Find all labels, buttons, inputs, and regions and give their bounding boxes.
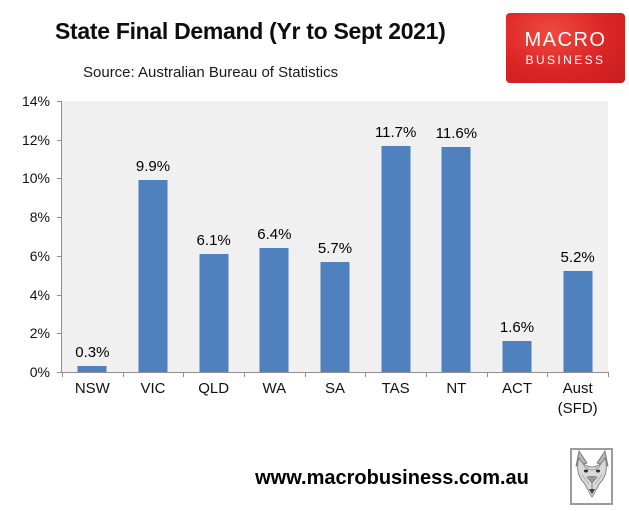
bar-value-label: 5.2% (560, 249, 595, 267)
y-axis-tick (57, 178, 62, 180)
y-axis-labels: 0% 2% 4% 6% 8% 10% 12% 14% (0, 93, 56, 380)
y-axis-tick (57, 294, 62, 296)
y-tick-label: 4% (29, 286, 50, 303)
y-tick-label: 6% (29, 247, 50, 264)
y-axis-tick (57, 333, 62, 335)
bar-tas (381, 145, 411, 372)
bar-qld (199, 253, 229, 372)
x-axis-tick (183, 372, 185, 377)
source-note: Source: Australian Bureau of Statistics (83, 64, 339, 81)
bar-value-label: 1.6% (499, 319, 535, 337)
wolf-logo-box (570, 448, 613, 505)
x-tick-label: Aust (SFD) (557, 380, 598, 417)
bar-value-label: 5.7% (317, 239, 353, 257)
wolf-head-icon (574, 449, 609, 503)
macrobusiness-logo: MACRO BUSINESS (506, 13, 625, 83)
bar-aust-sfd- (563, 271, 593, 372)
logo-text-macro: MACRO (524, 28, 607, 51)
x-tick-label: VIC (140, 380, 166, 397)
x-tick-label: NSW (74, 380, 110, 397)
x-axis-tick (486, 372, 488, 377)
x-axis-tick (547, 372, 549, 377)
x-axis-tick (608, 372, 609, 377)
bar-value-label: 11.6% (435, 125, 478, 143)
bar-value-label: 11.7% (374, 123, 417, 141)
bar-sa (320, 261, 350, 372)
y-axis-tick (57, 101, 62, 102)
x-tick-label: ACT (502, 380, 532, 397)
y-axis-tick (57, 255, 62, 257)
bar-value-label: 0.3% (75, 344, 110, 362)
y-tick-label: 14% (21, 93, 50, 109)
x-tick-label: WA (262, 380, 287, 397)
bar-vic (138, 180, 168, 372)
y-axis-tick (57, 217, 62, 219)
x-axis-tick (365, 372, 367, 377)
x-tick-label: QLD (198, 380, 230, 397)
bar-nsw (77, 366, 107, 372)
bar-nt (441, 147, 471, 372)
x-tick-label: NT (446, 380, 467, 397)
y-tick-label: 8% (29, 209, 50, 226)
x-axis-tick (426, 372, 427, 377)
x-axis-tick (304, 372, 306, 377)
y-tick-label: 12% (21, 131, 50, 148)
bar-value-label: 9.9% (135, 158, 171, 176)
x-tick-label: TAS (381, 380, 410, 397)
x-tick-label: SA (324, 380, 345, 397)
x-axis-line (57, 372, 608, 373)
y-tick-label: 0% (29, 364, 50, 380)
bar-value-label: 6.4% (257, 226, 292, 244)
y-tick-label: 2% (29, 325, 50, 342)
x-axis-tick (244, 372, 245, 377)
plot-area: 0.3% 9.9% 6.1% 6.4% 5.7% 11.7% 11.6% 1.6% 5.2% (57, 101, 609, 377)
bar-wa (259, 248, 289, 372)
x-axis-labels: NSW VIC QLD WA SA TAS NT ACT Aust (SFD) (62, 379, 608, 423)
x-axis-tick (122, 372, 124, 377)
x-axis-tick (62, 372, 63, 377)
logo-text-business: BUSINESS (525, 52, 606, 67)
y-tick-label: 10% (21, 170, 50, 187)
page-title: State Final Demand (Yr to Sept 2021) (55, 18, 446, 44)
y-axis-tick (57, 139, 62, 141)
website-text: www.macrobusiness.com.au (255, 467, 529, 489)
bar-act (502, 341, 532, 372)
y-axis-line (61, 101, 62, 373)
bar-value-label: 6.1% (196, 231, 231, 249)
